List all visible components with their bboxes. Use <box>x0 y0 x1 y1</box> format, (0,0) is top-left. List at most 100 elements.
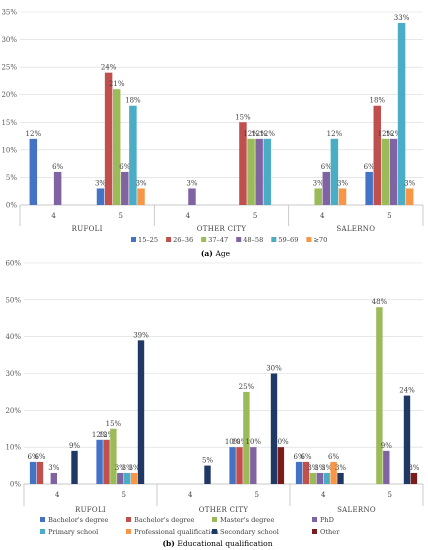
bar <box>130 472 138 484</box>
data-label: 12% <box>259 130 275 138</box>
bar <box>383 450 390 484</box>
x-tick-label: 4 <box>51 212 56 220</box>
legend-item: 37–47 <box>201 236 228 244</box>
legend-swatch <box>271 237 277 242</box>
caption-tag: (b) <box>162 539 177 548</box>
data-label: 33% <box>394 14 410 22</box>
legend-item: PhD <box>312 516 334 524</box>
caption-text: Age <box>214 249 230 258</box>
chart-age: 0% 5% 10% 15% 20% 25% 30% 35% RUFOLI OTHER CITY SA… <box>1 9 424 258</box>
data-label: 10% <box>246 438 262 446</box>
chart-education: 0% 10% 20% 30% 40% 50% 60% RUFOLI OTHER CITY SALE… <box>5 260 424 548</box>
bar <box>373 105 382 205</box>
data-label: 21% <box>109 80 125 88</box>
bar <box>71 450 78 484</box>
y-tick-label: 35% <box>1 9 17 17</box>
bar <box>302 461 310 484</box>
x-tick-label: 5 <box>119 212 123 220</box>
data-label: 3% <box>129 464 140 472</box>
x-tick-label: 4 <box>55 491 60 499</box>
x-tick-label: 4 <box>321 491 326 499</box>
bar <box>247 138 255 205</box>
y-tick-label: 0% <box>6 202 17 210</box>
x-tick-label: 4 <box>320 212 325 220</box>
data-label: 3% <box>307 464 318 472</box>
legend-swatch <box>166 237 172 242</box>
bar <box>229 447 236 484</box>
legend-swatch <box>306 237 312 242</box>
group-label: SALERNO <box>336 225 375 233</box>
x-tick-label: 4 <box>186 212 191 220</box>
group-label: SALERNO <box>337 506 376 514</box>
legend-item: ≥70 <box>306 236 327 244</box>
legend-item: Bachelor's degree <box>126 516 195 524</box>
bar <box>250 447 257 484</box>
y-tick-label: 15% <box>1 119 17 127</box>
bar <box>270 373 278 484</box>
legend-item: Master's degree <box>212 516 274 524</box>
y-tick-label: 25% <box>1 64 17 72</box>
data-label: 3% <box>115 464 126 472</box>
bar <box>403 395 411 484</box>
bar <box>188 188 196 205</box>
data-label: 3% <box>404 179 415 187</box>
data-label: 3% <box>122 464 133 472</box>
legend-swatch <box>236 237 242 242</box>
bar <box>53 171 62 205</box>
bar <box>316 472 323 484</box>
legend-swatch <box>312 529 317 534</box>
data-label: 12% <box>378 130 394 138</box>
figure-caption: (a) Age <box>201 249 231 258</box>
bar <box>36 461 44 484</box>
legend-swatch <box>312 517 317 522</box>
bar <box>314 188 322 205</box>
bar <box>204 465 211 484</box>
data-label: 24% <box>399 387 415 395</box>
group-label: OTHER CITY <box>197 225 247 233</box>
y-tick-label: 10% <box>5 444 21 452</box>
data-label: 10% <box>225 438 241 446</box>
data-label: 6% <box>294 453 305 461</box>
data-label: 12% <box>99 431 115 439</box>
bar <box>29 138 38 205</box>
data-label: 3% <box>48 464 59 472</box>
bar <box>405 188 414 205</box>
data-label: 6% <box>300 453 311 461</box>
y-tick-label: 0% <box>10 481 21 489</box>
bar <box>110 428 117 484</box>
data-label: 12% <box>327 130 343 138</box>
bar <box>381 138 390 205</box>
legend-swatch <box>40 529 45 534</box>
data-label: 10% <box>273 438 289 446</box>
x-tick-label: 5 <box>388 491 392 499</box>
bar <box>397 23 406 206</box>
x-tick-label: 5 <box>255 491 259 499</box>
bar <box>365 171 373 205</box>
bar <box>337 472 344 484</box>
caption-tag: (a) <box>201 249 216 258</box>
legend-item: Secondary school <box>212 528 279 536</box>
x-tick-label: 5 <box>253 212 257 220</box>
legend-swatch <box>131 237 136 242</box>
data-label: 24% <box>101 64 117 72</box>
data-label: 25% <box>239 383 255 391</box>
data-label: 5% <box>202 457 213 465</box>
data-label: 3% <box>321 464 332 472</box>
legend-swatch <box>201 237 207 242</box>
legend-label: 26–36 <box>173 236 193 244</box>
legend-label: 59–69 <box>278 236 298 244</box>
bar <box>121 171 129 205</box>
legend-label: 48–58 <box>243 236 263 244</box>
y-tick-label: 30% <box>1 36 17 44</box>
data-label: 12% <box>386 130 402 138</box>
bar <box>104 72 113 206</box>
data-label: 30% <box>266 365 282 373</box>
legend-label: Professional qualification <box>134 528 219 536</box>
bar <box>330 461 337 484</box>
y-tick-label: 60% <box>5 260 21 268</box>
data-label: 12% <box>26 130 42 138</box>
legend-swatch <box>40 517 45 522</box>
bar <box>322 171 331 205</box>
legend-item: 26–36 <box>166 236 193 244</box>
data-label: 3% <box>408 464 419 472</box>
